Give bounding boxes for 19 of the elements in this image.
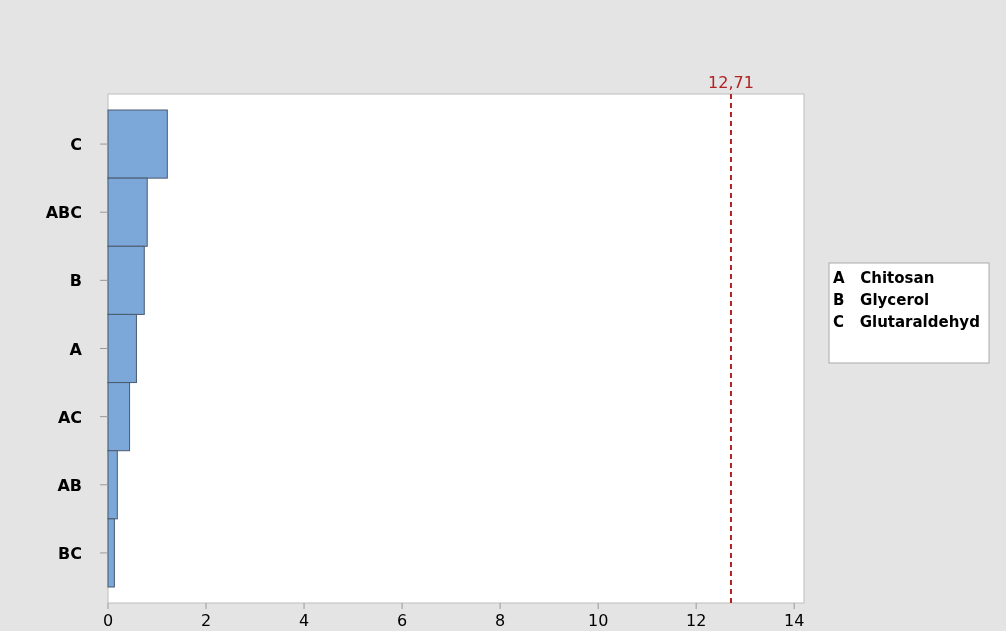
y-tick-label: BC <box>58 543 82 563</box>
x-tick-label: 4 <box>298 611 310 630</box>
y-tick-label: AC <box>57 407 82 427</box>
text: C Glutaraldehyd <box>833 313 980 331</box>
x-tick-label: 6 <box>396 611 408 630</box>
ref-line-label: 12,71 <box>708 73 754 92</box>
text: A Chitosan <box>833 269 935 287</box>
x-tick-label: 10 <box>587 611 609 630</box>
text: B Glycerol <box>833 291 930 309</box>
y-tick-label: ABC <box>45 203 82 223</box>
y-tick-label: AB <box>57 475 82 495</box>
x-tick-label: 12 <box>685 611 707 630</box>
x-tick-label: 0 <box>102 611 114 630</box>
y-tick-label: B <box>69 271 82 291</box>
x-tick-label: 2 <box>200 611 212 630</box>
x-tick-label: 8 <box>495 611 506 630</box>
y-tick-label: A <box>69 339 83 359</box>
x-tick-label: 14 <box>784 611 805 630</box>
y-tick-label: C <box>70 135 82 155</box>
